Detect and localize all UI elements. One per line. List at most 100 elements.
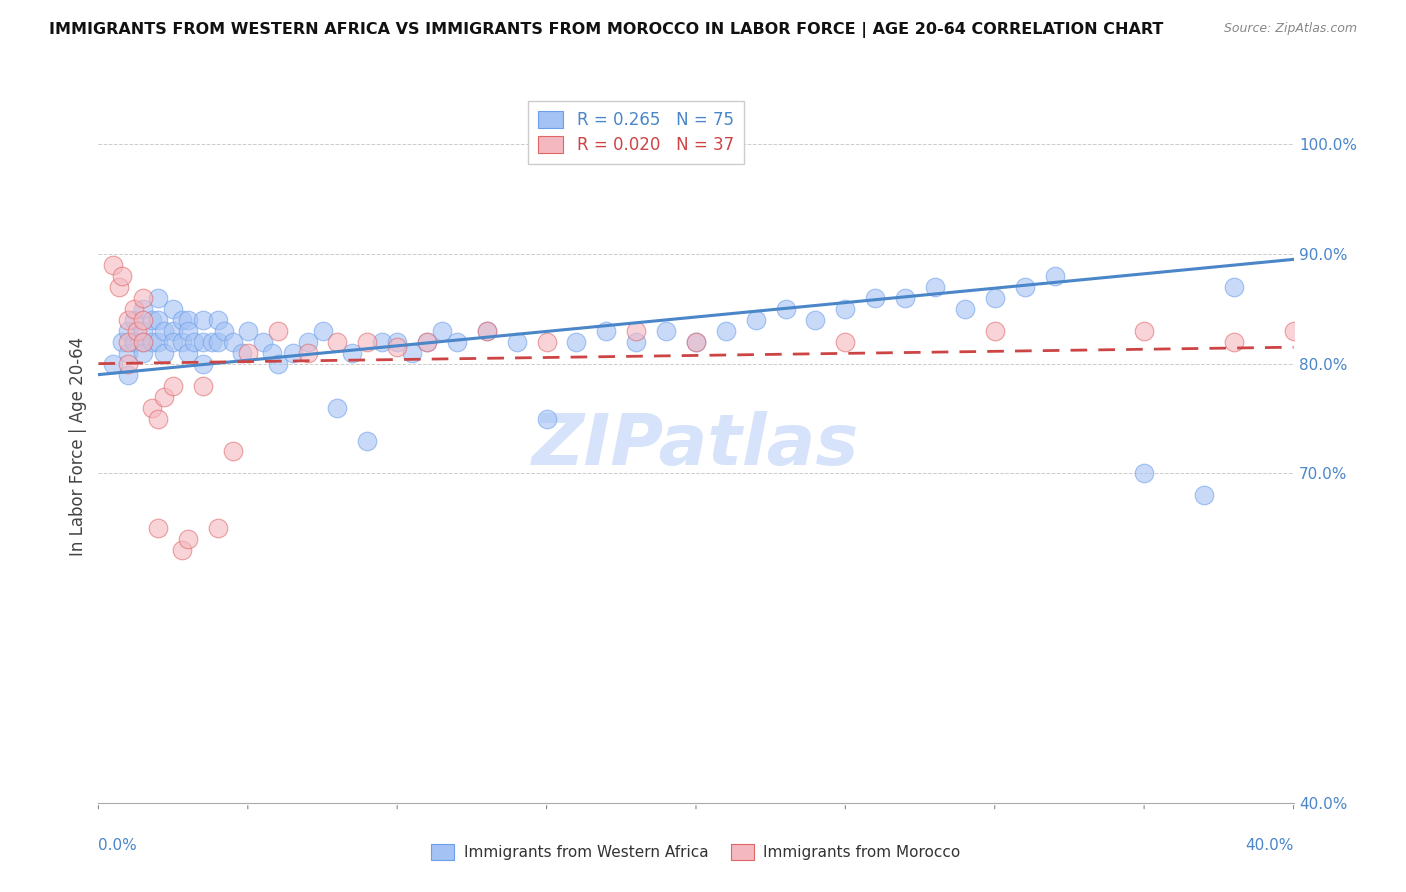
Point [536,334,558,349]
Point [201,334,224,349]
Point [311,324,333,338]
Point [326,334,349,349]
Point [231,345,253,359]
Point [252,334,274,349]
Point [177,324,200,338]
Point [132,291,155,305]
Y-axis label: In Labor Force | Age 20-64: In Labor Force | Age 20-64 [69,336,87,556]
Point [236,324,259,338]
Point [132,345,155,359]
Point [117,334,139,349]
Point [132,334,155,349]
Point [565,334,588,349]
Point [141,401,163,415]
Point [212,324,235,338]
Point [222,444,245,458]
Point [111,334,134,349]
Point [281,345,304,359]
Point [124,334,146,349]
Point [141,312,163,326]
Point [103,258,125,272]
Point [117,368,139,382]
Point [506,334,529,349]
Point [172,312,194,326]
Point [984,324,1007,338]
Text: ZIPatlas: ZIPatlas [533,411,859,481]
Point [207,334,229,349]
Point [297,334,319,349]
Point [141,334,163,349]
Point [117,312,139,326]
Point [626,334,648,349]
Point [685,334,707,349]
Point [148,291,170,305]
Point [124,312,146,326]
Point [172,334,194,349]
Point [127,324,149,338]
Point [222,334,245,349]
Point [148,334,170,349]
Point [834,301,856,316]
Point [267,324,290,338]
Point [655,324,678,338]
Point [894,291,917,305]
Point [236,345,259,359]
Text: 0.0%: 0.0% [98,838,138,853]
Point [446,334,468,349]
Point [132,334,155,349]
Point [1282,324,1305,338]
Point [1043,268,1066,283]
Point [326,401,349,415]
Point [416,334,439,349]
Point [1223,334,1246,349]
Point [111,268,134,283]
Text: IMMIGRANTS FROM WESTERN AFRICA VS IMMIGRANTS FROM MOROCCO IN LABOR FORCE | AGE 2: IMMIGRANTS FROM WESTERN AFRICA VS IMMIGR… [49,22,1164,38]
Point [356,434,378,448]
Point [132,324,155,338]
Point [685,334,707,349]
Point [804,312,827,326]
Point [1014,280,1036,294]
Point [1133,324,1156,338]
Point [132,312,155,326]
Point [865,291,887,305]
Point [371,334,394,349]
Point [536,411,558,425]
Point [153,390,176,404]
Point [124,301,146,316]
Point [191,357,214,371]
Point [385,334,409,349]
Point [626,324,648,338]
Point [148,411,170,425]
Point [191,334,214,349]
Point [834,334,856,349]
Point [103,357,125,371]
Point [183,334,205,349]
Point [416,334,439,349]
Point [475,324,498,338]
Point [1133,467,1156,481]
Point [162,301,184,316]
Point [162,324,184,338]
Point [297,345,319,359]
Text: 40.0%: 40.0% [1246,838,1294,853]
Point [172,543,194,558]
Point [132,301,155,316]
Point [924,280,946,294]
Point [953,301,976,316]
Point [1223,280,1246,294]
Point [162,334,184,349]
Legend: Immigrants from Western Africa, Immigrants from Morocco: Immigrants from Western Africa, Immigran… [426,838,966,866]
Point [714,324,737,338]
Point [177,345,200,359]
Point [117,345,139,359]
Point [153,324,176,338]
Point [117,324,139,338]
Point [117,357,139,371]
Point [162,378,184,392]
Point [475,324,498,338]
Point [984,291,1007,305]
Point [148,312,170,326]
Text: Source: ZipAtlas.com: Source: ZipAtlas.com [1223,22,1357,36]
Point [177,533,200,547]
